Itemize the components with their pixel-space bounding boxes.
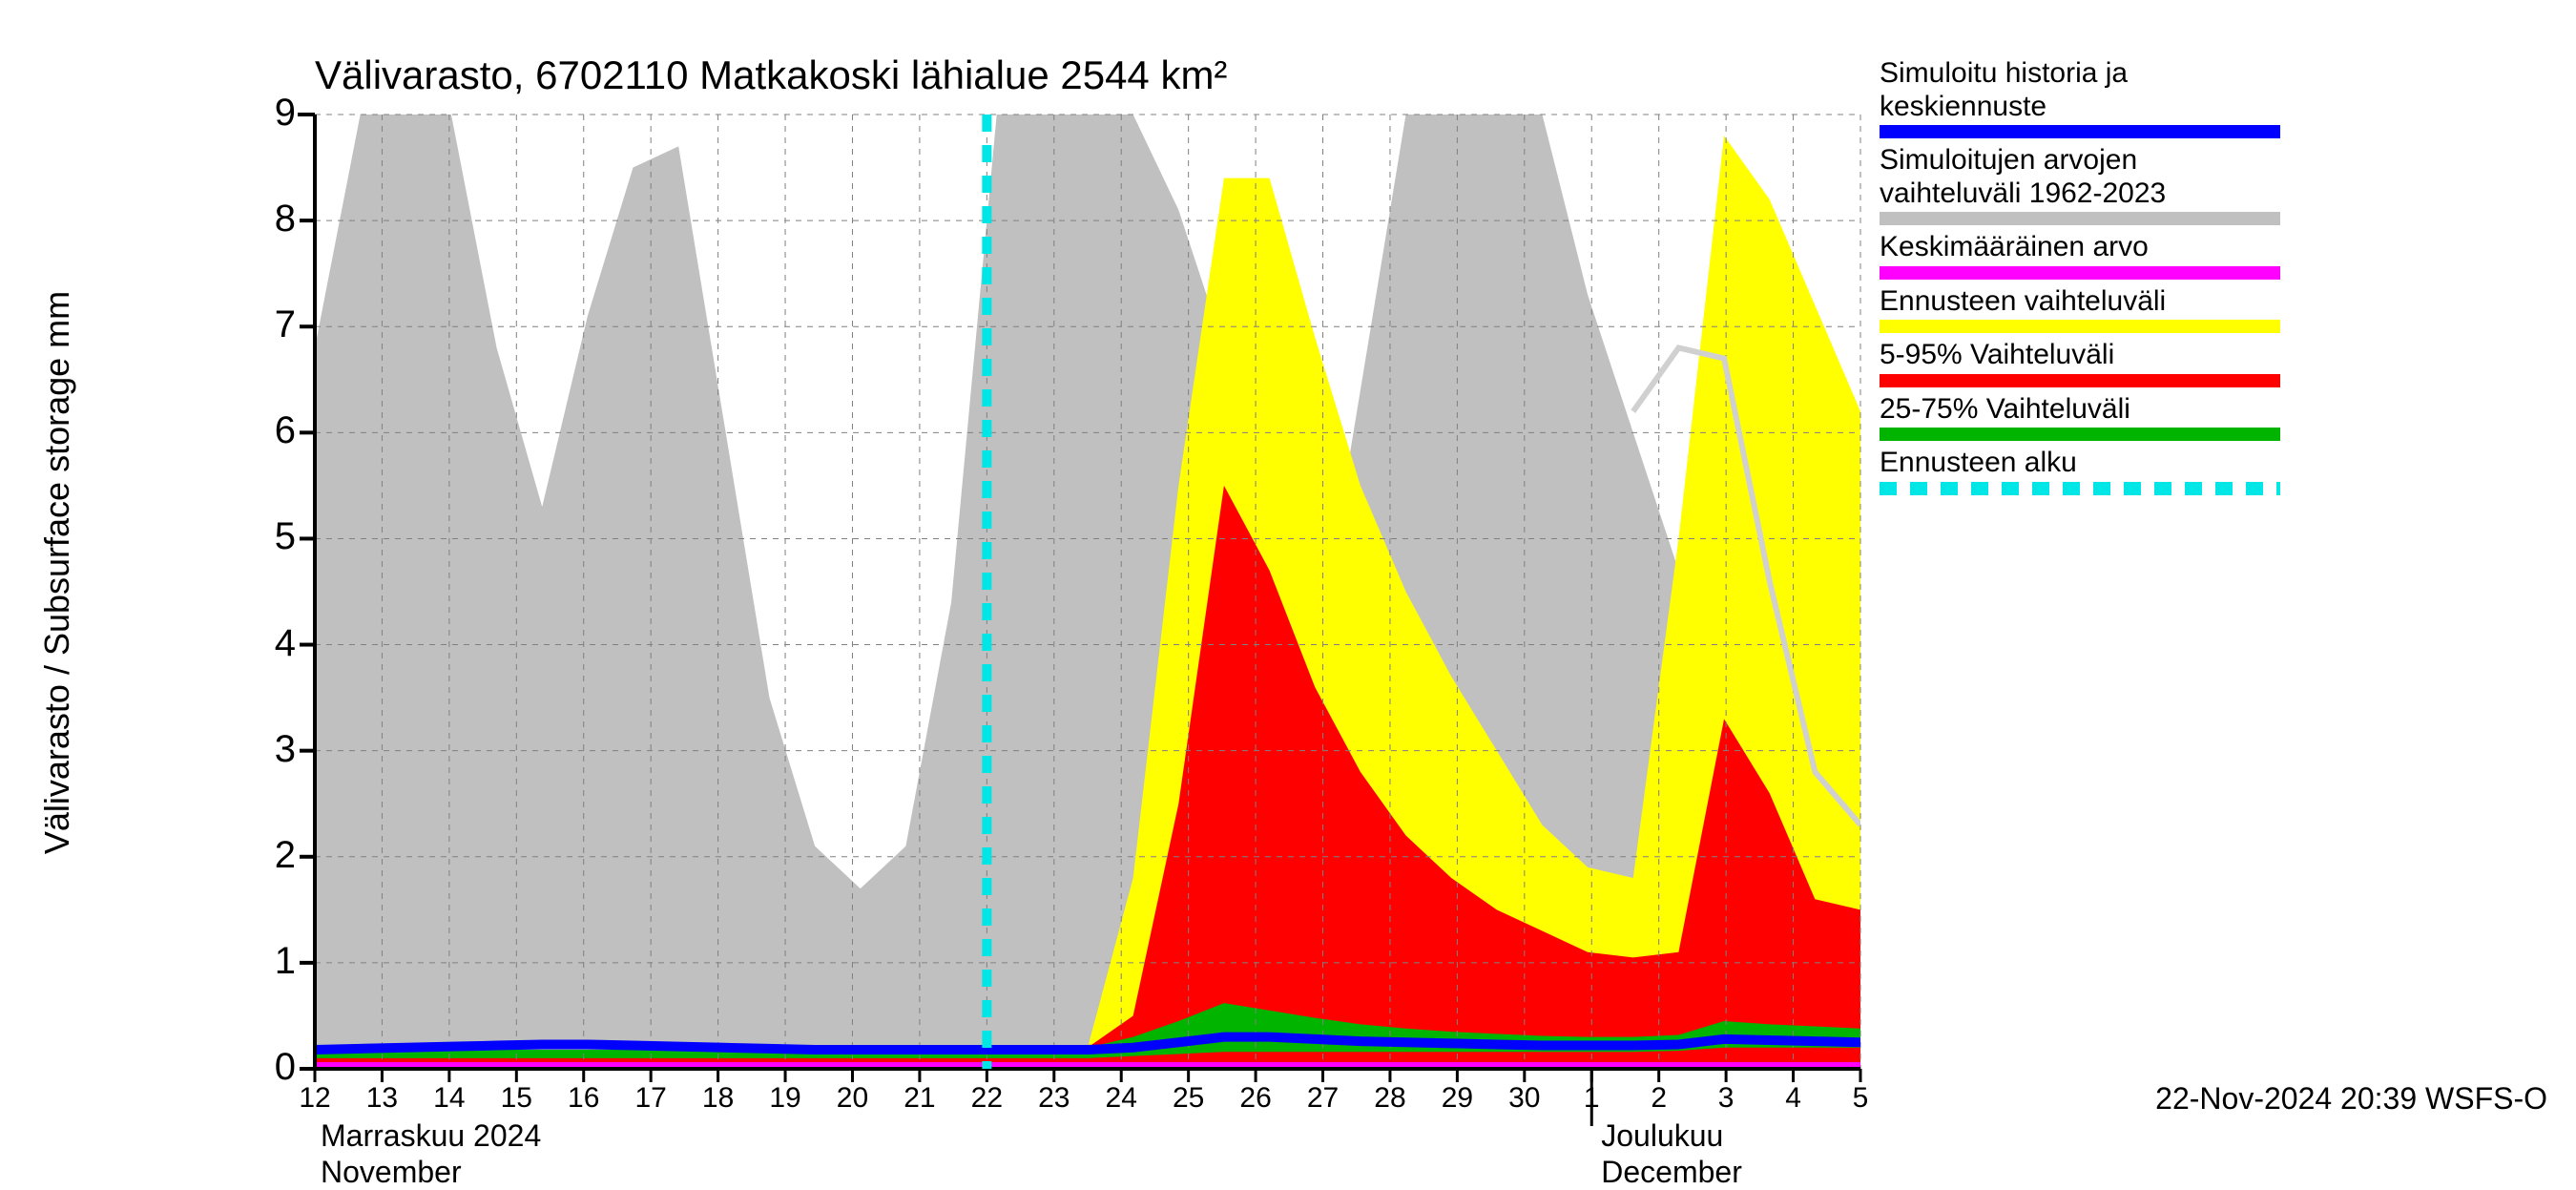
legend-label: Keskimääräinen arvo — [1880, 231, 2280, 264]
x-tick-label: 17 — [634, 1082, 666, 1115]
legend-entry: Keskimääräinen arvo — [1880, 231, 2280, 280]
x-tick-label: 23 — [1038, 1082, 1070, 1115]
legend-entry: Simuloitu historia jakeskiennuste — [1880, 57, 2280, 138]
y-tick-label: 7 — [243, 303, 296, 346]
month-label-2-bot: December — [1601, 1155, 1742, 1190]
x-tick-label: 15 — [501, 1082, 532, 1115]
month-label-1-bot: November — [321, 1155, 462, 1190]
legend-entry: Ennusteen vaihteluväli — [1880, 285, 2280, 334]
x-tick-label: 19 — [769, 1082, 800, 1115]
x-tick-label: 16 — [568, 1082, 599, 1115]
x-tick-label: 12 — [299, 1082, 330, 1115]
x-tick-label: 20 — [837, 1082, 868, 1115]
chart-container: Välivarasto / Subsurface storage mm Väli… — [0, 0, 2576, 1145]
x-tick-label: 22 — [971, 1082, 1003, 1115]
legend-entry: 25-75% Vaihteluväli — [1880, 393, 2280, 442]
x-tick-label: 30 — [1508, 1082, 1540, 1115]
y-tick-label: 2 — [243, 834, 296, 877]
legend-label: 5-95% Vaihteluväli — [1880, 339, 2280, 372]
y-tick-label: 1 — [243, 940, 296, 983]
legend-swatch — [1880, 428, 2280, 441]
y-tick-label: 4 — [243, 622, 296, 665]
month-label-2-top: Joulukuu — [1601, 1118, 1723, 1154]
legend-swatch — [1880, 374, 2280, 387]
x-tick-label: 18 — [702, 1082, 734, 1115]
x-tick-label: 28 — [1374, 1082, 1405, 1115]
y-tick-label: 0 — [243, 1046, 296, 1089]
x-tick-label: 24 — [1106, 1082, 1137, 1115]
x-tick-label: 5 — [1853, 1082, 1869, 1115]
y-tick-label: 8 — [243, 198, 296, 240]
x-tick-label: 21 — [904, 1082, 935, 1115]
x-tick-label: 25 — [1173, 1082, 1204, 1115]
legend-swatch — [1880, 125, 2280, 138]
x-tick-label: 13 — [366, 1082, 398, 1115]
legend: Simuloitu historia jakeskiennuste Simuloi… — [1880, 57, 2280, 501]
legend-swatch — [1880, 482, 2280, 495]
legend-swatch — [1880, 320, 2280, 333]
legend-entry: 5-95% Vaihteluväli — [1880, 339, 2280, 387]
x-tick-label: 14 — [433, 1082, 465, 1115]
x-tick-label: 2 — [1651, 1082, 1667, 1115]
legend-swatch — [1880, 266, 2280, 280]
legend-label: 25-75% Vaihteluväli — [1880, 393, 2280, 427]
legend-entry: Simuloitujen arvojenvaihteluväli 1962-20… — [1880, 144, 2280, 225]
y-tick-label: 6 — [243, 409, 296, 452]
y-tick-label: 5 — [243, 515, 296, 558]
x-tick-label: 1 — [1584, 1082, 1600, 1115]
footer-timestamp: 22-Nov-2024 20:39 WSFS-O — [2155, 1081, 2547, 1117]
legend-label: Simuloitujen arvojenvaihteluväli 1962-20… — [1880, 144, 2280, 210]
legend-swatch — [1880, 212, 2280, 225]
x-tick-label: 27 — [1307, 1082, 1339, 1115]
month-label-1-top: Marraskuu 2024 — [321, 1118, 541, 1154]
legend-label: Simuloitu historia jakeskiennuste — [1880, 57, 2280, 123]
y-tick-label: 3 — [243, 728, 296, 771]
x-tick-label: 29 — [1442, 1082, 1473, 1115]
x-tick-label: 3 — [1718, 1082, 1735, 1115]
legend-label: Ennusteen vaihteluväli — [1880, 285, 2280, 319]
legend-entry: Ennusteen alku — [1880, 447, 2280, 495]
y-tick-label: 9 — [243, 92, 296, 135]
x-tick-label: 26 — [1239, 1082, 1271, 1115]
legend-label: Ennusteen alku — [1880, 447, 2280, 480]
x-tick-label: 4 — [1785, 1082, 1801, 1115]
